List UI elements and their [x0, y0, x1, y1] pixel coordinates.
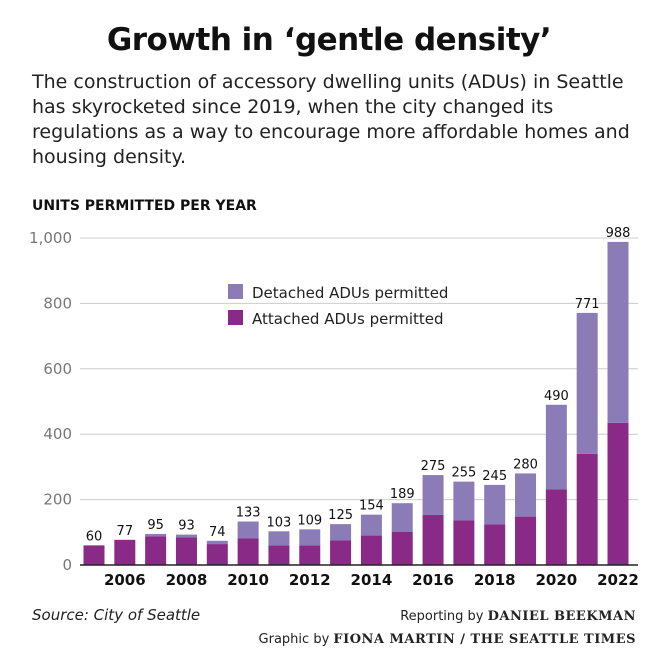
- bar-detached: [515, 473, 537, 517]
- legend-swatch-attached: [228, 310, 243, 325]
- bar-attached: [83, 545, 105, 565]
- bar-detached: [545, 404, 567, 490]
- bar-attached: [145, 536, 167, 565]
- bar-attached: [453, 520, 475, 565]
- bar-detached: [607, 241, 629, 423]
- data-label: 125: [328, 508, 353, 523]
- x-tick-label: 2022: [597, 571, 639, 589]
- bar-detached: [145, 533, 167, 537]
- data-label: 77: [117, 524, 134, 539]
- bar-detached: [360, 514, 382, 536]
- x-tick-label: 2018: [474, 571, 516, 589]
- x-tick-label: 2006: [104, 571, 146, 589]
- data-label: 275: [421, 459, 446, 474]
- bar-attached: [607, 422, 629, 565]
- y-tick-label: 600: [43, 360, 72, 378]
- bar-detached: [237, 521, 259, 539]
- bar-attached: [237, 538, 259, 565]
- bar-detached: [422, 475, 444, 515]
- chart-subtitle: The construction of accessory dwelling u…: [32, 71, 630, 168]
- reporting-name: DANIEL BEEKMAN: [487, 609, 636, 624]
- legend-label-detached: Detached ADUs permitted: [252, 284, 448, 302]
- reporting-credit: Reporting by DANIEL BEEKMAN: [400, 609, 636, 624]
- data-label: 189: [390, 487, 415, 502]
- bar-detached: [299, 529, 321, 546]
- bar-attached: [545, 489, 567, 565]
- bar-detached: [330, 524, 352, 541]
- bar-attached: [268, 545, 290, 565]
- bar-attached: [391, 531, 413, 565]
- legend-swatch-detached: [228, 284, 243, 299]
- y-axis-label: UNITS PERMITTED PER YEAR: [32, 198, 257, 214]
- bar-attached: [515, 516, 537, 565]
- data-label: 95: [147, 518, 164, 533]
- data-label: 109: [297, 513, 322, 528]
- chart-title: Growth in ‘gentle density’: [106, 22, 552, 58]
- y-tick-label: 400: [43, 425, 72, 443]
- bar-attached: [206, 544, 228, 565]
- reporting-prefix: Reporting by: [400, 609, 484, 624]
- x-tick-label: 2008: [166, 571, 208, 589]
- data-label: 255: [451, 466, 476, 481]
- y-tick-label: 0: [62, 556, 72, 574]
- x-tick-label: 2010: [227, 571, 269, 589]
- data-label: 60: [86, 529, 103, 544]
- bar-attached: [422, 514, 444, 565]
- bar-attached: [299, 545, 321, 565]
- data-label: 93: [178, 519, 195, 534]
- source-note: Source: City of Seattle: [32, 606, 201, 624]
- x-tick-label: 2020: [535, 571, 577, 589]
- bar-attached: [576, 453, 598, 565]
- bar-attached: [360, 535, 382, 565]
- data-label: 771: [575, 297, 600, 312]
- data-label: 154: [359, 499, 384, 514]
- bar-attached: [484, 524, 506, 565]
- data-label: 133: [236, 506, 261, 521]
- bar-detached: [175, 534, 197, 538]
- data-label: 988: [606, 226, 631, 241]
- bar-attached: [114, 539, 136, 565]
- data-label: 74: [209, 525, 226, 540]
- bar-detached: [391, 503, 413, 532]
- y-tick-label: 1,000: [29, 229, 72, 247]
- data-label: 103: [267, 515, 292, 530]
- bar-detached: [576, 312, 598, 454]
- graphic-prefix: Graphic by: [258, 632, 330, 647]
- bar-detached: [206, 540, 228, 545]
- bar-detached: [453, 481, 475, 521]
- x-tick-label: 2012: [289, 571, 331, 589]
- graphic-name: FIONA MARTIN / THE SEATTLE TIMES: [333, 632, 636, 647]
- bar-attached: [330, 540, 352, 565]
- graphic-credit: Graphic by FIONA MARTIN / THE SEATTLE TI…: [259, 632, 636, 647]
- bar-detached: [268, 531, 290, 546]
- y-tick-label: 800: [43, 294, 72, 312]
- data-label: 245: [482, 469, 507, 484]
- bar-detached: [484, 484, 506, 525]
- y-tick-label: 200: [43, 491, 72, 509]
- legend-label-attached: Attached ADUs permitted: [252, 310, 444, 328]
- x-tick-label: 2014: [351, 571, 393, 589]
- x-tick-label: 2016: [412, 571, 454, 589]
- data-label: 280: [513, 457, 538, 472]
- data-label: 490: [544, 389, 569, 404]
- bar-attached: [175, 537, 197, 565]
